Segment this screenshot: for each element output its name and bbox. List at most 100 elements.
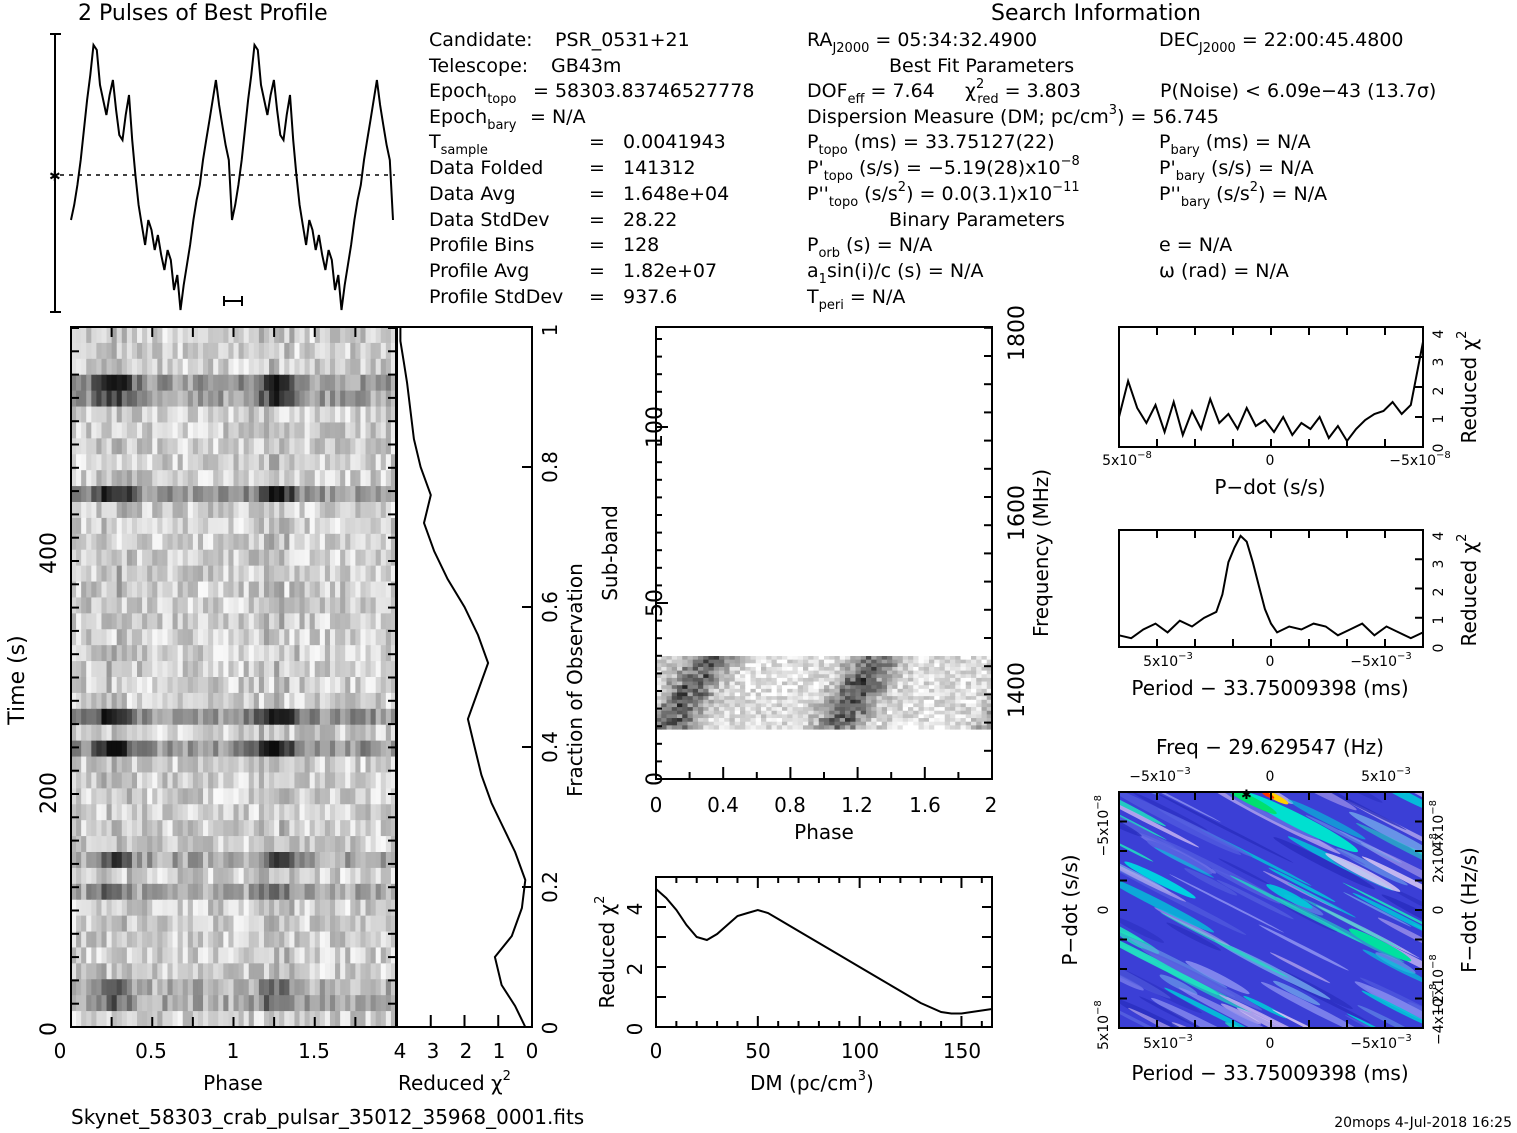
heatmap-cell [76,867,82,885]
heatmap-cell [284,533,290,551]
subband-cell [939,718,946,723]
subband-cell [986,666,992,672]
subband-cell [782,656,788,661]
heatmap-cell [126,724,133,742]
heatmap-cell [223,947,230,964]
heatmap-cell [299,899,306,917]
heatmap-cell [111,597,118,614]
subband-cell [923,681,930,686]
heatmap-cell [187,422,194,439]
heatmap-cell [76,613,82,630]
heatmap-cell [324,438,331,455]
heatmap-cell [197,724,204,742]
heatmap-cell [335,502,341,519]
heatmap-cell [172,327,179,344]
heatmap-cell [253,852,260,869]
heatmap-cell [329,883,336,901]
heatmap-cell [111,517,118,535]
frac-tick-0-6: 0.6 [538,591,562,623]
subband-cell [818,707,825,712]
heatmap-cell [319,502,326,519]
subband-cell [724,699,731,705]
subband-cell [860,721,867,726]
subband-cell [834,703,841,708]
heatmap-cell [360,629,367,646]
subband-cell [692,692,699,697]
heatmap-cell [177,390,184,408]
subband-cell [755,656,762,661]
subband-cell [887,685,893,690]
heatmap-cell [71,979,77,996]
subband-cell [881,685,888,690]
heatmap-cell [284,852,290,869]
heatmap-cell [263,772,270,789]
heatmap-cell [375,486,382,503]
subband-cell [708,692,715,697]
heatmap-cell [289,772,296,789]
heatmap-cell [350,899,356,917]
subband-cell [803,688,809,694]
heatmap-cell [192,486,199,503]
heatmap-cell [233,724,240,742]
heatmap-cell [380,390,387,408]
heatmap-cell [167,661,174,678]
heatmap-cell [390,772,396,789]
subband-cell [750,656,757,661]
heatmap-cell [243,677,250,694]
heatmap-cell [335,438,341,455]
subband-cell [787,692,794,697]
heatmap-cell [86,629,92,646]
subband-cell [839,685,846,690]
heatmap-cell [355,883,362,901]
heatmap-cell [340,517,346,535]
ppd-streak [1139,996,1202,1028]
heatmap-cell [314,677,321,694]
heatmap-cell [152,899,158,917]
heatmap-cell [228,820,235,837]
heatmap-cell [385,899,392,917]
heatmap-cell [223,597,230,614]
heatmap-cell [177,629,184,646]
subband-cell [671,707,678,712]
heatmap-cell [121,947,128,964]
subband-cell [787,710,794,715]
x-tick-1-5: 1.5 [298,1039,330,1063]
heatmap-cell [263,756,270,774]
heatmap-cell [329,756,336,774]
heatmap-cell [329,390,336,408]
subband-cell [666,685,673,690]
heatmap-cell [147,629,153,646]
heatmap-cell [228,772,235,789]
heatmap-cell [86,883,92,901]
subband-cell [698,656,704,661]
subband-cell [986,721,992,726]
heatmap-cell [340,390,346,408]
subband-cell [976,688,983,694]
heatmap-cell [177,772,184,789]
subband-cell [965,677,972,683]
subband-cell [824,666,830,672]
heatmap-cell [187,708,194,726]
subband-cell [724,666,731,672]
heatmap-cell [197,1011,204,1027]
heatmap-cell [304,915,311,933]
heatmap-cell [111,677,118,694]
heatmap-cell [157,740,164,758]
subband-cell [687,710,694,715]
heatmap-cell [213,979,219,996]
heatmap-cell [203,454,209,471]
subband-cell [797,703,804,708]
heatmap-cell [345,836,351,853]
heatmap-cell [324,915,331,933]
heatmap-cell [385,915,392,933]
subband-cell [719,707,725,712]
heatmap-cell [309,422,316,439]
heatmap-cell [319,565,326,583]
subband-cell [839,696,846,701]
heatmap-cell [157,804,164,821]
heatmap-cell [187,581,194,599]
heatmap-cell [71,788,77,805]
heatmap-cell [213,883,219,901]
subband-cell [845,685,851,690]
heatmap-cell [192,788,199,805]
